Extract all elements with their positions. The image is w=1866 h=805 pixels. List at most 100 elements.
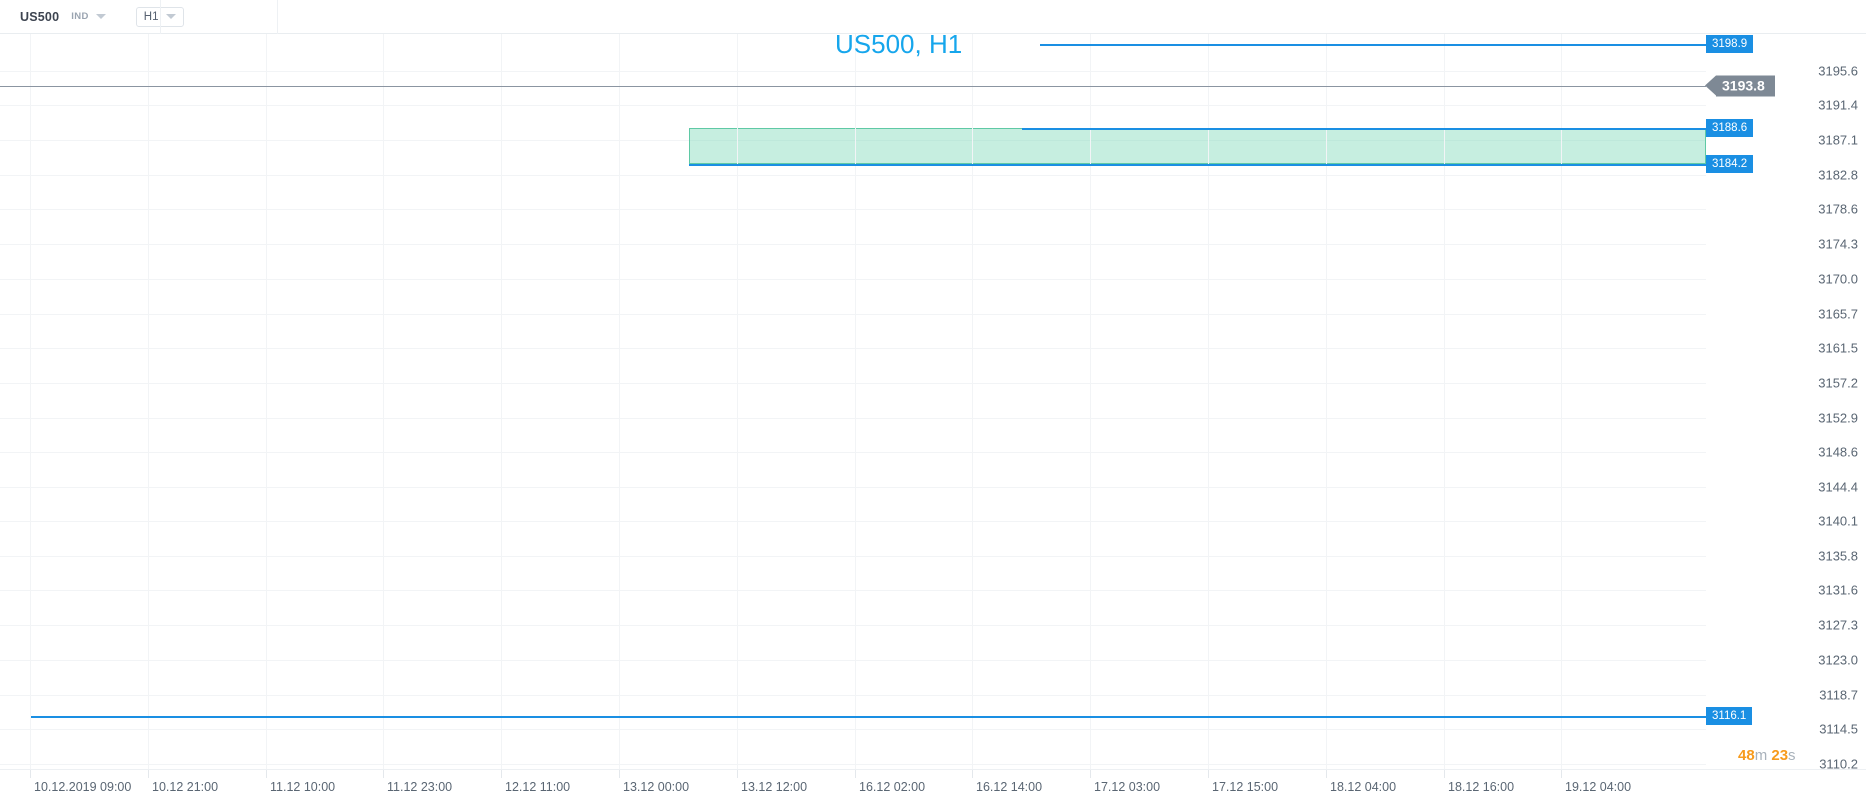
candle-bullish — [66, 542, 72, 548]
supply-demand-zone[interactable] — [689, 127, 1706, 164]
candle-bullish — [528, 203, 534, 209]
candle-bearish — [1383, 115, 1389, 126]
price-axis-label: 3118.7 — [1819, 687, 1858, 703]
candle-bearish — [1306, 87, 1312, 105]
candle-bearish — [451, 319, 457, 368]
time-axis-tick — [1208, 770, 1209, 778]
grid-line-vertical — [1444, 34, 1445, 769]
price-level-badge[interactable]: 3198.9 — [1706, 35, 1754, 54]
candle-bearish — [998, 157, 1004, 162]
candle-bearish — [716, 311, 722, 347]
candle-bearish — [537, 203, 543, 206]
candle-bullish — [1400, 112, 1406, 138]
time-axis-label: 10.12 21:00 — [152, 780, 219, 794]
candle-bullish — [1007, 151, 1013, 162]
candle-bullish — [614, 193, 620, 199]
price-level-badge[interactable]: 3188.6 — [1706, 118, 1754, 137]
time-axis-label: 11.12 23:00 — [387, 780, 453, 794]
grid-line-vertical — [148, 34, 149, 769]
candle-bearish — [1050, 53, 1056, 69]
candle-bearish — [682, 183, 688, 214]
candle-bullish — [879, 196, 885, 202]
price-axis-label: 3165.7 — [1818, 306, 1858, 322]
candle-bearish — [973, 165, 979, 171]
candle-bullish — [1032, 65, 1038, 138]
candle-bearish — [921, 185, 927, 191]
grid-line-horizontal — [0, 695, 1706, 697]
bar-countdown-timer: 48m 23s — [1738, 747, 1796, 764]
candle-bullish — [1152, 66, 1158, 84]
chevron-down-icon[interactable] — [95, 14, 106, 19]
time-axis-tick — [30, 770, 31, 778]
chart-plot-area[interactable]: US500, H1 — [0, 34, 1706, 769]
grid-line-vertical — [383, 34, 384, 769]
candle-bearish — [1092, 97, 1098, 105]
candle-bullish — [32, 527, 38, 668]
candle-wick — [163, 553, 164, 662]
symbol-selector[interactable]: US500 — [20, 9, 60, 24]
grid-line-horizontal — [0, 71, 1706, 73]
time-axis-tick — [855, 770, 856, 778]
price-axis-label: 3123.0 — [1818, 652, 1858, 668]
candle-bullish — [237, 530, 243, 553]
candle-bearish — [6, 655, 12, 674]
candle-bearish — [554, 194, 560, 204]
candle-bearish — [767, 284, 773, 289]
timeframe-selector[interactable]: H1 — [135, 6, 184, 27]
candle-bearish — [246, 530, 252, 551]
candle-bullish — [152, 576, 158, 584]
grid-line-horizontal — [0, 140, 1706, 142]
time-axis-tick — [266, 770, 267, 778]
price-axis-label: 3127.3 — [1818, 617, 1858, 633]
candle-bearish — [143, 566, 149, 584]
toolbar-divider — [160, 0, 161, 34]
price-axis-label: 3174.3 — [1818, 236, 1858, 252]
candle-bullish — [1349, 110, 1355, 116]
grid-line-horizontal — [0, 243, 1706, 245]
grid-line-vertical — [1326, 34, 1327, 769]
candle-bullish — [673, 183, 679, 212]
candle-bullish — [545, 194, 551, 205]
candle-bullish — [750, 272, 756, 300]
time-axis-tick — [737, 770, 738, 778]
candle-bearish — [434, 504, 440, 514]
candle-bearish — [571, 199, 577, 207]
price-level-badge[interactable]: 3116.1 — [1706, 707, 1753, 726]
candle-bearish — [725, 347, 731, 371]
candle-bullish — [1203, 73, 1209, 83]
price-level-line[interactable] — [1022, 127, 1706, 130]
candle-bearish — [947, 177, 953, 183]
price-level-line[interactable] — [30, 716, 1706, 719]
candle-bullish — [1127, 100, 1133, 116]
price-axis[interactable]: 3195.6 3191.4 3187.1 3182.8 3178.6 3174.3 3170… — [1705, 34, 1866, 772]
time-axis[interactable]: 10.12.2019 09:00 10.12 21:00 11.12 10:00 11… — [0, 769, 1866, 805]
chevron-down-icon[interactable] — [165, 14, 176, 19]
price-axis-label: 3135.8 — [1818, 548, 1858, 564]
candle-bullish — [306, 501, 312, 509]
candle-bullish — [229, 553, 235, 563]
candle-bullish — [160, 573, 166, 576]
price-level-line[interactable] — [1039, 44, 1706, 47]
candle-bullish — [126, 589, 132, 600]
candle-bearish — [656, 201, 662, 204]
candle-bearish — [690, 214, 696, 298]
candle-bearish — [1109, 117, 1115, 123]
candle-bullish — [348, 474, 354, 482]
candle-bearish — [622, 193, 628, 203]
candle-bullish — [836, 206, 842, 212]
candle-bearish — [1024, 131, 1030, 137]
price-axis-label: 3110.2 — [1819, 756, 1858, 772]
candle-bearish — [297, 500, 303, 510]
candle-bearish — [24, 657, 30, 668]
time-axis-tick — [501, 770, 502, 778]
grid-line-horizontal — [0, 347, 1706, 349]
price-level-badge[interactable]: 3184.2 — [1706, 154, 1754, 173]
price-axis-label: 3148.6 — [1818, 444, 1858, 460]
price-level-line[interactable] — [689, 163, 1706, 166]
candle-bullish — [443, 319, 449, 514]
current-price-badge[interactable]: 3193.8 — [1705, 75, 1775, 97]
grid-line-horizontal — [0, 209, 1706, 211]
current-price-line[interactable] — [0, 85, 1706, 87]
price-axis-label: 3161.5 — [1818, 340, 1858, 356]
